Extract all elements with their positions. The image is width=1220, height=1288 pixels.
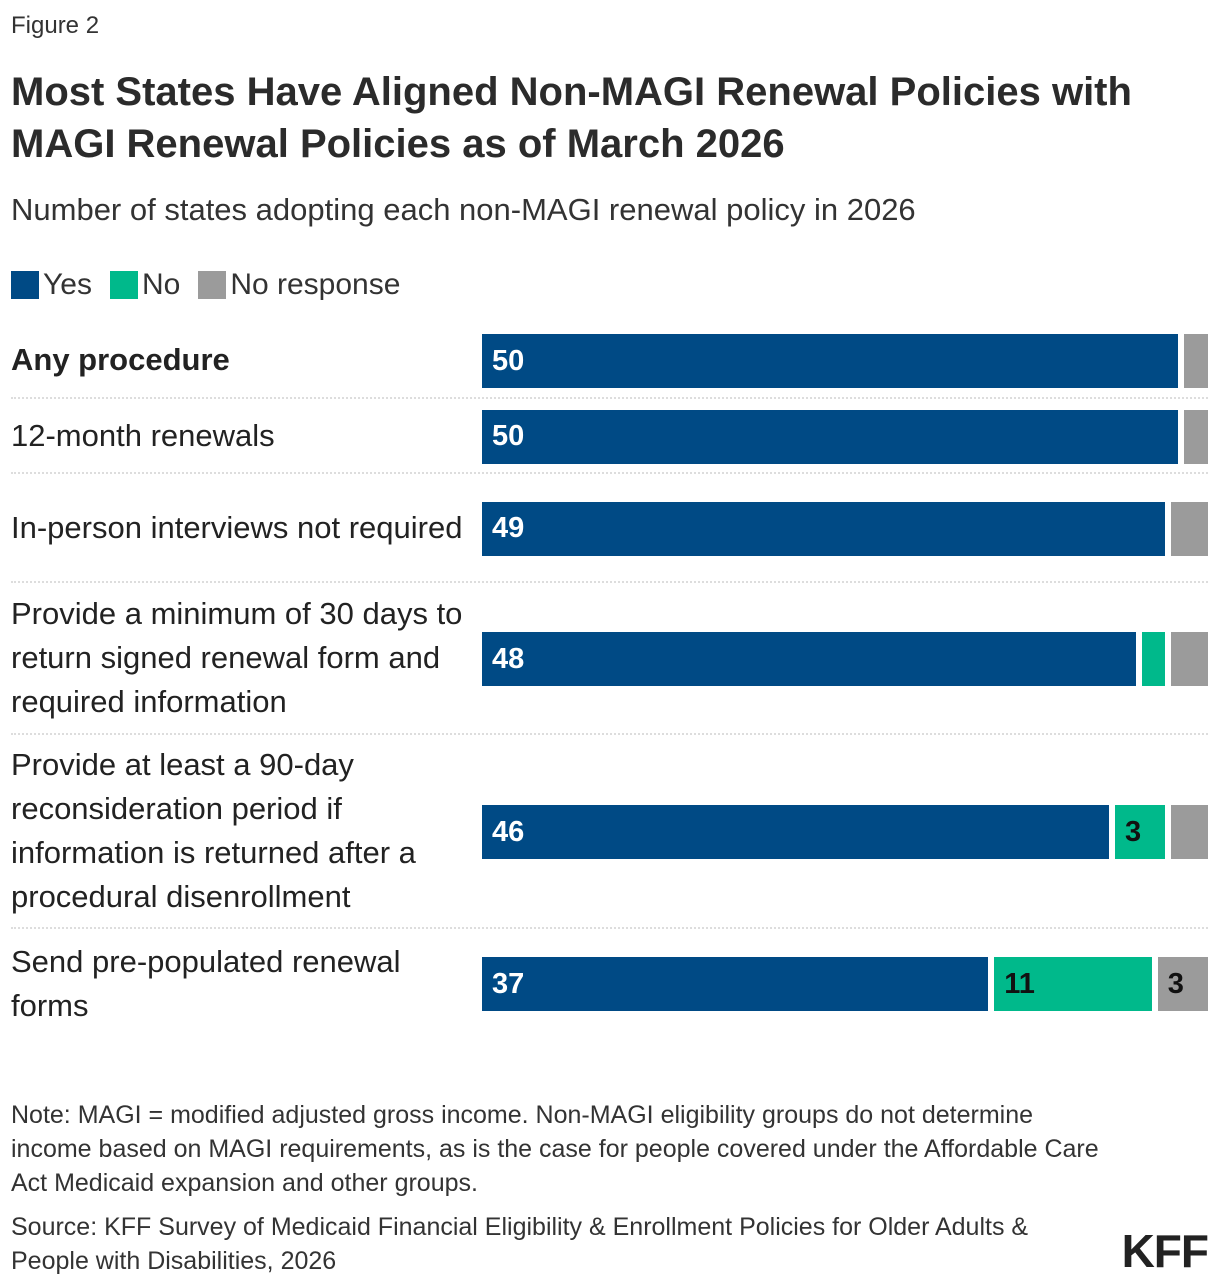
category-label: In-person interviews not required xyxy=(11,509,463,545)
bar-segment-yes: 50 xyxy=(482,409,1179,464)
category-label: Provide at least a 90-day reconsideratio… xyxy=(11,747,416,914)
source: Source: KFF Survey of Medicaid Financial… xyxy=(11,1213,1029,1275)
stacked-bar: 50 xyxy=(482,334,1208,388)
category-label: Provide a minimum of 30 days to return s… xyxy=(11,596,463,719)
kff-logo: KFF xyxy=(1121,1225,1209,1277)
bar-segment-no xyxy=(1141,632,1166,686)
chart-title: Most States Have Aligned Non-MAGI Renewa… xyxy=(11,70,1132,166)
data-label: 3 xyxy=(1167,967,1184,1000)
bar-segment-yes: 48 xyxy=(482,632,1136,686)
legend-swatch xyxy=(11,271,39,299)
bar-segment-no: 11 xyxy=(994,957,1152,1011)
legend-label: No xyxy=(141,268,181,301)
legend-swatch xyxy=(198,271,227,299)
legend: Yes No No response xyxy=(11,268,400,302)
bar-segment-yes: 50 xyxy=(482,334,1179,388)
bar-segment-yes: 46 xyxy=(482,805,1109,859)
category-label: Any procedure xyxy=(11,342,230,377)
bar-segment-no-response xyxy=(1184,334,1208,388)
data-label: 48 xyxy=(492,642,525,675)
legend-item: Yes xyxy=(11,268,92,302)
category-label: Send pre-populated renewal forms xyxy=(11,944,401,1023)
bar-row: Send pre-populated renewal forms 37 11 3 xyxy=(11,929,1208,1039)
bar-rows: Any procedure 50 12-month renewals 50 In-per… xyxy=(11,323,1208,1039)
bar-segment-no-response xyxy=(1184,409,1208,464)
data-label: 50 xyxy=(492,344,525,377)
legend-item: No response xyxy=(198,268,400,302)
figure-label: Figure 2 xyxy=(11,12,100,39)
bar-segment-yes: 37 xyxy=(482,957,989,1011)
chart-subtitle: Number of states adopting each non-MAGI … xyxy=(11,192,916,227)
legend-swatch xyxy=(109,271,138,299)
bar-row: 12-month renewals 50 xyxy=(11,399,1208,474)
data-label: 11 xyxy=(1004,967,1035,1000)
stacked-bar: 48 xyxy=(482,632,1208,686)
note: Note: MAGI = modified adjusted gross inc… xyxy=(11,1101,1099,1197)
stacked-bar: 50 xyxy=(482,409,1208,464)
legend-label: Yes xyxy=(43,268,92,301)
bar-row: Any procedure 50 xyxy=(11,323,1208,399)
bar-segment-no-response xyxy=(1171,632,1208,686)
data-label: 49 xyxy=(492,512,525,544)
stacked-bar: 49 xyxy=(482,501,1208,556)
data-label: 37 xyxy=(492,967,525,1000)
bar-segment-no-response: 3 xyxy=(1157,957,1208,1011)
bar-row: Provide a minimum of 30 days to return s… xyxy=(11,583,1208,735)
category-label: 12-month renewals xyxy=(11,417,275,453)
bar-segment-no-response xyxy=(1171,805,1208,859)
legend-label: No response xyxy=(230,268,401,301)
bar-row: Provide at least a 90-day reconsideratio… xyxy=(11,735,1208,929)
legend-item: No xyxy=(109,268,181,302)
bar-row: In-person interviews not required 49 xyxy=(11,474,1208,583)
bar-segment-no: 3 xyxy=(1114,805,1166,859)
data-label: 50 xyxy=(492,420,525,452)
bar-segment-no-response xyxy=(1170,501,1208,556)
bar-segment-yes: 49 xyxy=(482,501,1165,556)
data-label: 46 xyxy=(492,815,525,848)
stacked-bar: 46 3 xyxy=(482,805,1208,859)
data-label: 3 xyxy=(1124,815,1142,848)
stacked-bar: 37 11 3 xyxy=(482,957,1208,1011)
